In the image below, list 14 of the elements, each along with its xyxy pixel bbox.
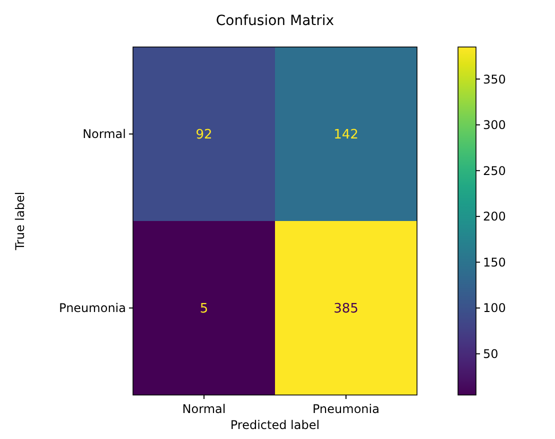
color-bar-label: 250 (483, 164, 506, 178)
color-bar-label: 150 (483, 255, 506, 270)
data-label: 92 (196, 128, 212, 143)
color-bar-label: 300 (483, 118, 506, 132)
data-label: 385 (334, 302, 358, 317)
chart-title: Confusion Matrix (216, 13, 334, 29)
color-bar-label: 50 (483, 346, 498, 361)
color-bar-label: 100 (483, 301, 506, 316)
x-axis-title: Predicted label (230, 418, 320, 432)
data-label: 142 (334, 128, 358, 143)
y-axis-title: True label (13, 192, 27, 252)
color-bar-label: 200 (483, 210, 506, 224)
color-bar-label: 350 (483, 72, 506, 86)
data-label: 5 (200, 302, 208, 317)
